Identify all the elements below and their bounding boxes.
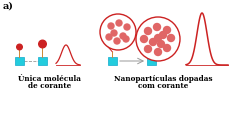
- Circle shape: [100, 14, 135, 50]
- Text: a): a): [3, 2, 14, 11]
- Circle shape: [154, 35, 161, 42]
- Circle shape: [157, 40, 164, 48]
- Circle shape: [163, 44, 170, 51]
- Text: com corante: com corante: [137, 82, 187, 90]
- Text: Nanopartículas dopadas: Nanopartículas dopadas: [113, 75, 211, 83]
- Circle shape: [116, 20, 122, 26]
- Circle shape: [159, 31, 166, 38]
- Circle shape: [108, 23, 113, 29]
- Circle shape: [17, 44, 22, 50]
- Circle shape: [122, 36, 128, 42]
- Circle shape: [135, 17, 179, 61]
- Circle shape: [163, 26, 170, 33]
- Circle shape: [154, 49, 161, 55]
- Circle shape: [149, 38, 156, 46]
- FancyBboxPatch shape: [108, 57, 116, 65]
- Circle shape: [39, 40, 46, 48]
- Circle shape: [123, 24, 129, 30]
- Text: de corante: de corante: [28, 82, 71, 90]
- Text: Única molécula: Única molécula: [18, 75, 81, 83]
- Circle shape: [113, 38, 119, 44]
- Circle shape: [140, 35, 147, 42]
- Circle shape: [144, 46, 151, 53]
- FancyBboxPatch shape: [146, 57, 155, 65]
- FancyBboxPatch shape: [15, 57, 24, 65]
- Circle shape: [153, 24, 160, 31]
- Circle shape: [119, 33, 125, 39]
- FancyBboxPatch shape: [38, 57, 47, 65]
- Circle shape: [106, 34, 112, 40]
- Circle shape: [110, 30, 116, 36]
- Circle shape: [167, 35, 174, 42]
- Circle shape: [144, 27, 151, 35]
